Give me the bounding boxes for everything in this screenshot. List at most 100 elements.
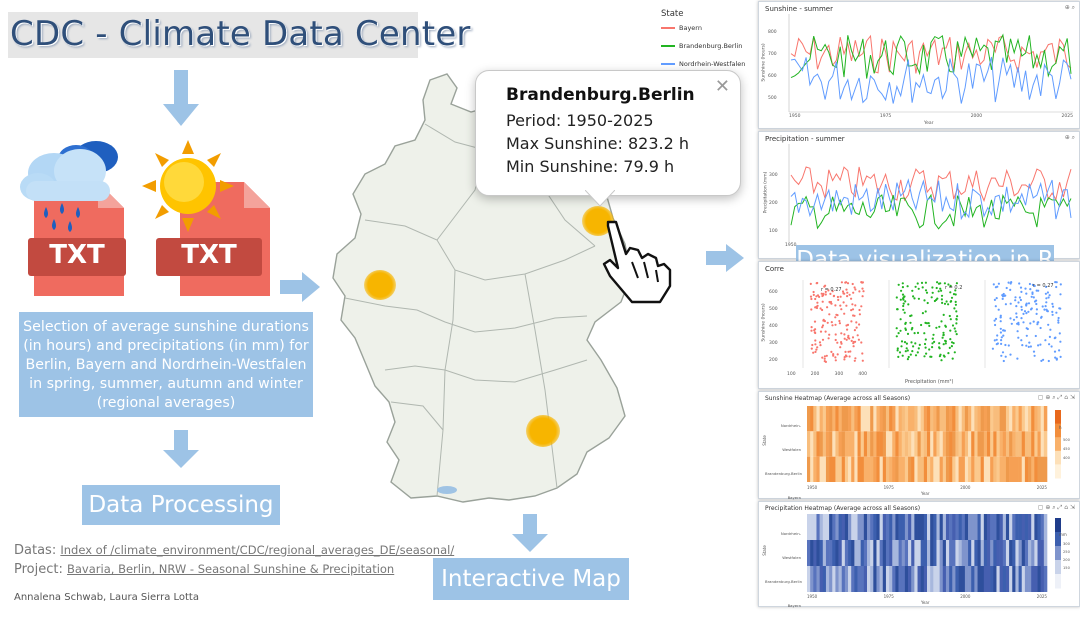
heatmap-cell bbox=[857, 431, 861, 457]
heatmap-cell bbox=[816, 431, 820, 457]
heatmap-cell bbox=[942, 566, 947, 592]
heatmap-cell bbox=[939, 566, 944, 592]
zoom-icon[interactable]: ⊕ ⌕ bbox=[1064, 4, 1075, 11]
scatter-point bbox=[910, 341, 913, 344]
legend-item[interactable]: Bayern bbox=[661, 21, 745, 35]
heatmap-cell bbox=[955, 514, 959, 540]
scatter-point bbox=[840, 281, 843, 284]
scatter-point bbox=[1021, 344, 1024, 347]
heatmap-cell bbox=[917, 406, 921, 432]
scatter-point bbox=[1032, 350, 1036, 353]
heatmap-cell bbox=[1002, 456, 1007, 482]
scatter-point bbox=[902, 304, 905, 308]
scatter-point bbox=[823, 360, 826, 363]
heatmap-cell bbox=[904, 456, 909, 482]
heatmap-cell bbox=[838, 514, 843, 540]
scatter-point bbox=[813, 320, 817, 323]
heatmap-cell bbox=[1012, 514, 1016, 540]
y-ticks: 600 500 400 300 200 bbox=[769, 290, 778, 363]
scatter-point bbox=[819, 330, 823, 333]
correlation-scatter-chart[interactable]: Corre r = 0.27 r = 0.2 r = 0.27 600 500 40… bbox=[758, 261, 1080, 389]
scatter-point bbox=[1004, 303, 1007, 306]
scatter-point bbox=[830, 321, 833, 324]
legend-item[interactable]: Brandenburg.Berlin bbox=[661, 39, 745, 53]
scatter-point bbox=[1035, 289, 1038, 292]
sunshine-summer-chart[interactable]: Sunshine - summer ⊕ ⌕ 800 700 600 500 Sunsh… bbox=[758, 1, 1080, 129]
scatter-point bbox=[924, 289, 928, 292]
scatter-point bbox=[948, 314, 951, 318]
scatter-point bbox=[1007, 344, 1010, 347]
scatter-point bbox=[830, 350, 833, 353]
precipitation-summer-chart[interactable]: Precipitation - summer ⊕ ⌕ 300 200 100 Pre… bbox=[758, 131, 1080, 259]
heatmap-cell bbox=[825, 514, 830, 540]
scatter-point bbox=[1044, 305, 1047, 308]
heatmap-cell bbox=[999, 456, 1004, 482]
scatter-point bbox=[845, 281, 848, 284]
heatmap-cell bbox=[920, 540, 925, 566]
map-marker-nrw[interactable] bbox=[364, 270, 396, 300]
scatter-point bbox=[953, 351, 956, 354]
scatter-point bbox=[917, 347, 920, 350]
heatmap-cell bbox=[958, 566, 963, 592]
scatter-point bbox=[1041, 305, 1044, 308]
scatter-point bbox=[1027, 310, 1030, 313]
scatter-point bbox=[1020, 290, 1023, 293]
heatmap-cell bbox=[971, 456, 975, 482]
datas-link[interactable]: Index of /climate_environment/CDC/region… bbox=[60, 543, 455, 557]
heatmap-cell bbox=[901, 540, 906, 566]
heatmap-cell bbox=[977, 514, 981, 540]
zoom-icon[interactable]: ⊕ ⌕ bbox=[1064, 134, 1075, 141]
heatmap-cell bbox=[977, 431, 981, 457]
map-marker-bayern[interactable] bbox=[526, 415, 560, 447]
precipitation-heatmap[interactable]: Precipitation Heatmap (Average across al… bbox=[758, 501, 1080, 608]
heatmap-cell bbox=[1015, 456, 1019, 482]
heatmap-cell bbox=[949, 540, 953, 566]
scatter-point bbox=[1031, 283, 1034, 286]
heatmap-cell bbox=[848, 540, 852, 566]
heatmap-cell bbox=[1024, 540, 1029, 566]
scatter-point bbox=[1002, 292, 1005, 296]
heatmap-cell bbox=[904, 406, 909, 432]
scatter-point bbox=[999, 320, 1002, 323]
scatter-point bbox=[826, 321, 829, 324]
scatter-point bbox=[832, 354, 835, 357]
scatter-point bbox=[1022, 312, 1025, 315]
heatmap-cell bbox=[996, 431, 1000, 457]
series-line bbox=[790, 178, 1072, 221]
heatmap-cell bbox=[955, 566, 959, 592]
scatter-point bbox=[944, 324, 947, 327]
heatmap-cell bbox=[1031, 514, 1035, 540]
heatmap-cell bbox=[892, 456, 896, 482]
scatter-point bbox=[1017, 301, 1020, 304]
scatter-point bbox=[924, 281, 927, 284]
heatmap-cell bbox=[911, 540, 915, 566]
close-icon[interactable]: ✕ bbox=[714, 76, 730, 97]
project-link[interactable]: Bavaria, Berlin, NRW - Seasonal Sunshine… bbox=[67, 562, 395, 576]
heatmap-cell bbox=[1002, 566, 1007, 592]
scatter-point bbox=[901, 354, 904, 357]
scatter-point bbox=[825, 354, 828, 357]
sunshine-heatmap[interactable]: Sunshine Heatmap (Average across all Sea… bbox=[758, 391, 1080, 500]
scatter-point bbox=[950, 345, 953, 348]
scatter-point bbox=[895, 296, 898, 299]
heatmap-cell bbox=[980, 406, 985, 432]
scatter-point bbox=[903, 295, 906, 298]
toolbar-icons[interactable]: ▢ ⊕ ⌕ ⤢ ⌂ ⇲ bbox=[1037, 504, 1075, 511]
legend-item[interactable]: Nordrhein-Westfalen bbox=[661, 57, 745, 71]
toolbar-icons[interactable]: ▢ ⊕ ⌕ ⤢ ⌂ ⇲ bbox=[1037, 394, 1075, 401]
colorbar-segment bbox=[1055, 546, 1061, 561]
scatter-point bbox=[938, 355, 941, 358]
heatmap-cell bbox=[980, 431, 985, 457]
scatter-point bbox=[928, 348, 931, 351]
heatmap-cell bbox=[889, 514, 893, 540]
scatter-point bbox=[853, 359, 856, 362]
heatmap-cell bbox=[904, 540, 909, 566]
heatmap-cell bbox=[908, 566, 912, 592]
scatter-point bbox=[1002, 359, 1005, 363]
heatmap-cell bbox=[904, 514, 909, 540]
heatmap-cell bbox=[1024, 514, 1029, 540]
scatter-point bbox=[810, 326, 813, 329]
scatter-point bbox=[838, 319, 841, 323]
heatmap-cell bbox=[990, 406, 994, 432]
heatmap-cell bbox=[851, 540, 855, 566]
